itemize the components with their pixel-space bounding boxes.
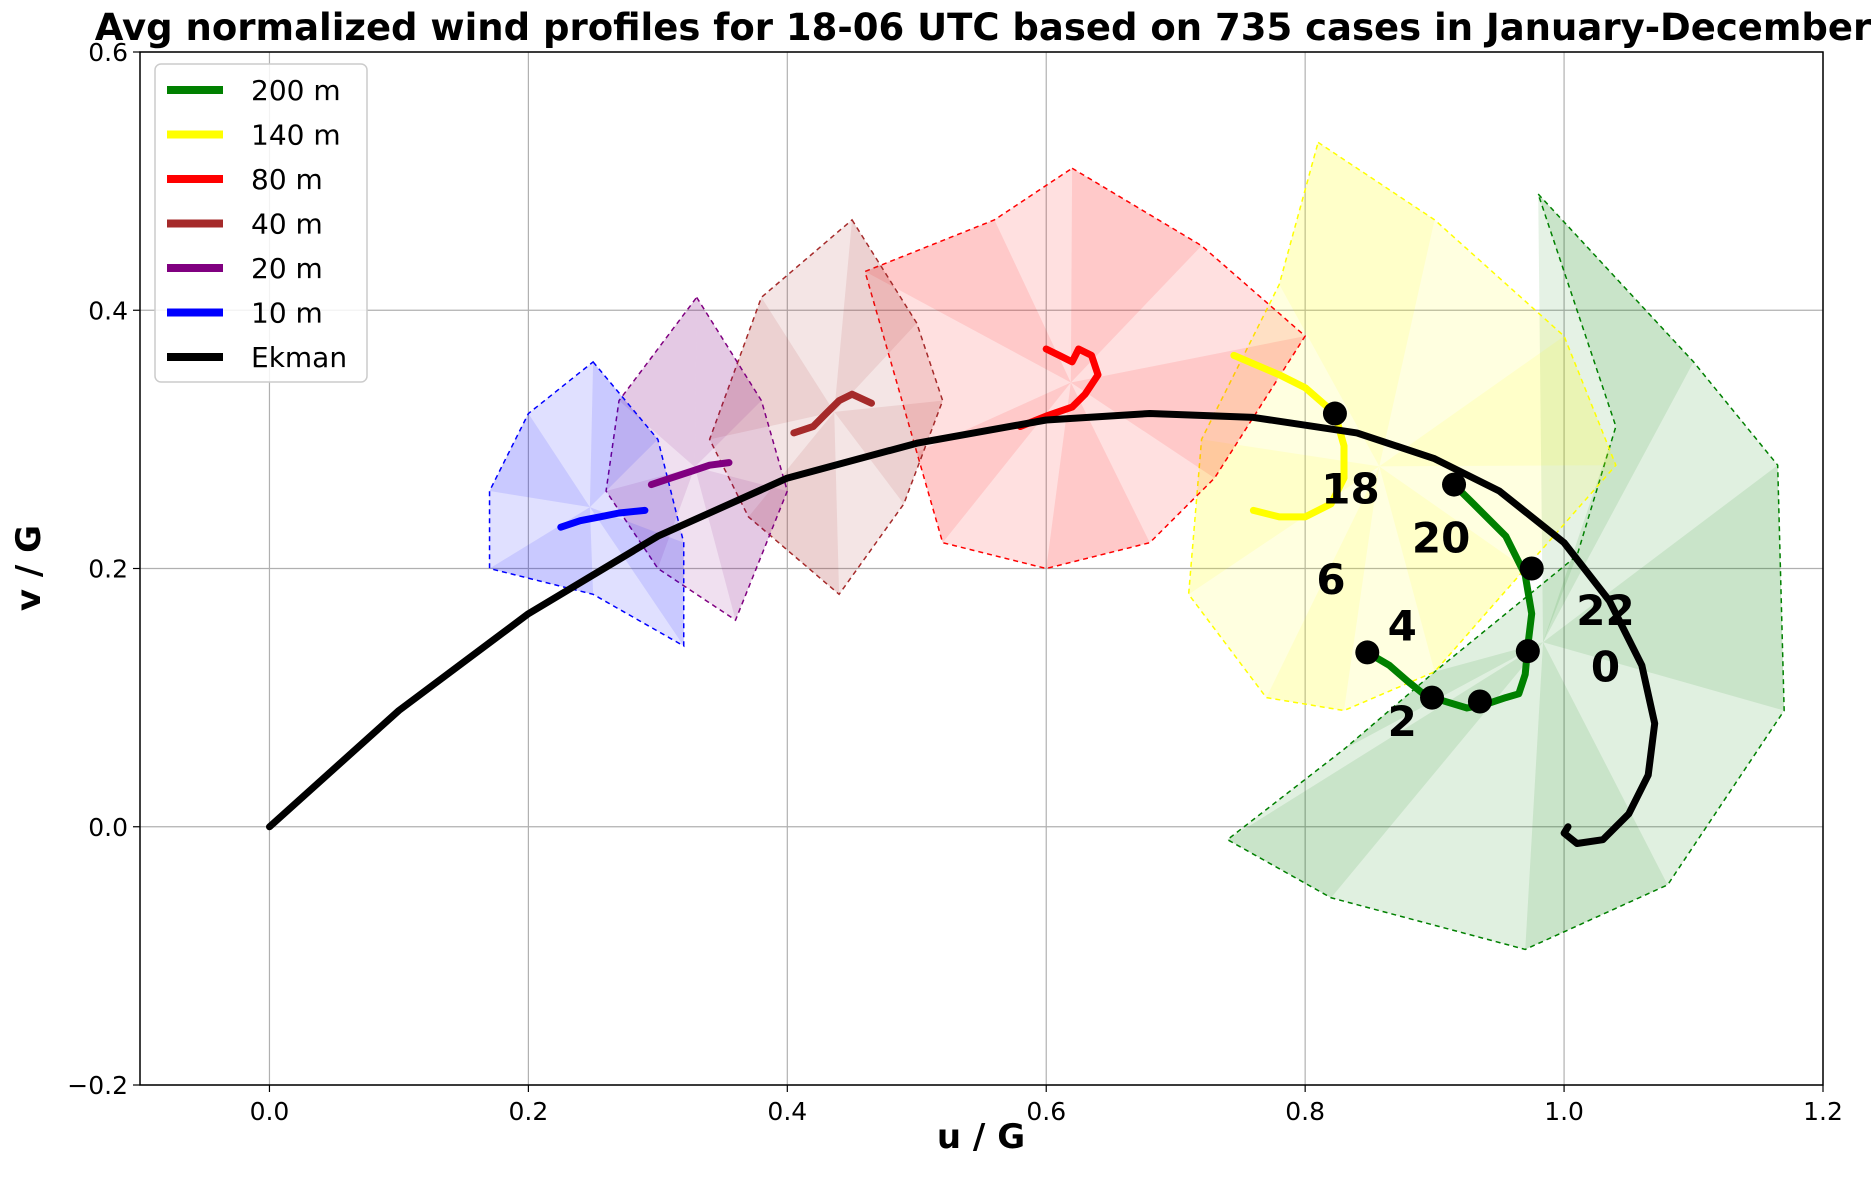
y-tick-label: 0.2 <box>88 555 128 584</box>
spread-region-fan <box>1046 382 1150 569</box>
hour-marker-20 <box>1442 472 1467 497</box>
series-line-20-m <box>647 459 733 489</box>
spread-region-fan <box>1318 142 1435 467</box>
legend-label: 140 m <box>251 119 341 152</box>
spread-region-fan <box>694 467 788 621</box>
hour-label-6: 6 <box>1316 555 1345 604</box>
series-line-200-m <box>1363 481 1536 712</box>
spread-region-fill <box>1227 194 1785 950</box>
spread-region-fan <box>1070 168 1202 383</box>
y-axis-ticks: −0.2 0.0 0.2 0.4 0.6 <box>67 38 140 1100</box>
x-tick-label: 0.6 <box>1026 1097 1066 1126</box>
legend-label: 10 m <box>251 297 323 330</box>
spread-region-outline <box>605 296 789 622</box>
hour-label-0: 0 <box>1591 643 1620 692</box>
spread-region-fan <box>489 507 594 595</box>
series-line-ekman <box>266 410 1659 847</box>
y-tick-label: 0.6 <box>88 38 128 67</box>
spread-region-fan <box>864 219 1071 383</box>
legend-box <box>154 63 368 383</box>
spread-region-outline <box>864 167 1307 570</box>
spread-region-fan <box>709 297 835 440</box>
spread-regions <box>488 141 1785 951</box>
spread-region-fill <box>864 168 1306 569</box>
series-line-80-m <box>1016 345 1102 430</box>
series-line-140-m <box>1230 351 1348 521</box>
series-lines <box>266 345 1659 847</box>
spread-region-fill <box>489 361 684 646</box>
x-tick-label: 0.8 <box>1285 1097 1325 1126</box>
spread-region-outline <box>488 360 685 648</box>
hour-marker-22 <box>1519 556 1544 581</box>
legend-label: Ekman <box>251 341 347 374</box>
x-tick-label: 1.0 <box>1544 1097 1584 1126</box>
hour-label-20: 20 <box>1412 514 1470 563</box>
spread-region-fill <box>1188 142 1616 711</box>
x-tick-label: 0.0 <box>250 1097 290 1126</box>
spread-region-fill <box>709 219 943 595</box>
y-tick-label: 0.4 <box>88 296 128 325</box>
spread-region-fan <box>694 297 762 468</box>
spread-region-fan <box>589 361 658 508</box>
spread-region-fan <box>589 507 684 646</box>
x-tick-label: 1.2 <box>1803 1097 1843 1126</box>
spread-region-fan <box>1379 466 1526 672</box>
spread-region-fan <box>619 297 697 468</box>
x-axis-label: u / G <box>937 1117 1025 1157</box>
x-axis-ticks: 0.0 0.2 0.4 0.6 0.8 1.0 1.2 <box>250 1085 1843 1126</box>
y-tick-label: 0.0 <box>88 813 128 842</box>
hour-marker-2 <box>1467 689 1492 714</box>
hour-marker-4 <box>1420 685 1445 710</box>
legend-label: 20 m <box>251 252 323 285</box>
legend-label: 80 m <box>251 163 323 196</box>
spread-region-fan <box>1543 426 1616 643</box>
hour-label-18: 18 <box>1321 464 1379 513</box>
legend: 200 m 140 m 80 m 40 m 20 m 10 m Ekman <box>154 63 368 383</box>
spread-region-fan <box>1379 336 1616 467</box>
y-axis-label: v / G <box>9 525 49 611</box>
spread-region-fan <box>1266 466 1380 711</box>
spread-region-fan <box>1543 465 1785 711</box>
spread-region-fan <box>1279 142 1380 467</box>
hour-marker-0 <box>1515 639 1540 664</box>
spread-region-outline <box>1226 193 1785 951</box>
hour-labels: 18 20 22 0 2 46 <box>1316 464 1634 745</box>
hour-label-4: 4 <box>1388 601 1417 650</box>
spread-region-fan <box>1525 642 1668 950</box>
hour-marker-18 <box>1322 401 1347 426</box>
hour-label-2: 2 <box>1388 697 1417 746</box>
chart-title: Avg normalized wind profiles for 18-06 U… <box>95 6 1871 49</box>
hour-label-22: 22 <box>1576 586 1634 635</box>
x-tick-label: 0.4 <box>767 1097 807 1126</box>
y-tick-label: −0.2 <box>67 1071 128 1100</box>
legend-label: 200 m <box>251 74 341 107</box>
legend-label: 40 m <box>251 208 323 241</box>
series-line-40-m <box>790 390 875 437</box>
spread-region-fan <box>748 411 840 595</box>
x-tick-label: 0.2 <box>509 1097 549 1126</box>
hour-marker-6 <box>1355 640 1380 665</box>
spread-region-outline <box>708 218 944 596</box>
series-line-10-m <box>557 506 649 531</box>
spread-region-fan <box>606 467 695 569</box>
hour-markers <box>1322 401 1544 714</box>
spread-region-fan <box>489 413 590 508</box>
spread-region-fan <box>1538 194 1694 643</box>
spread-region-fan <box>834 219 917 412</box>
spread-region-fan <box>1070 336 1306 479</box>
